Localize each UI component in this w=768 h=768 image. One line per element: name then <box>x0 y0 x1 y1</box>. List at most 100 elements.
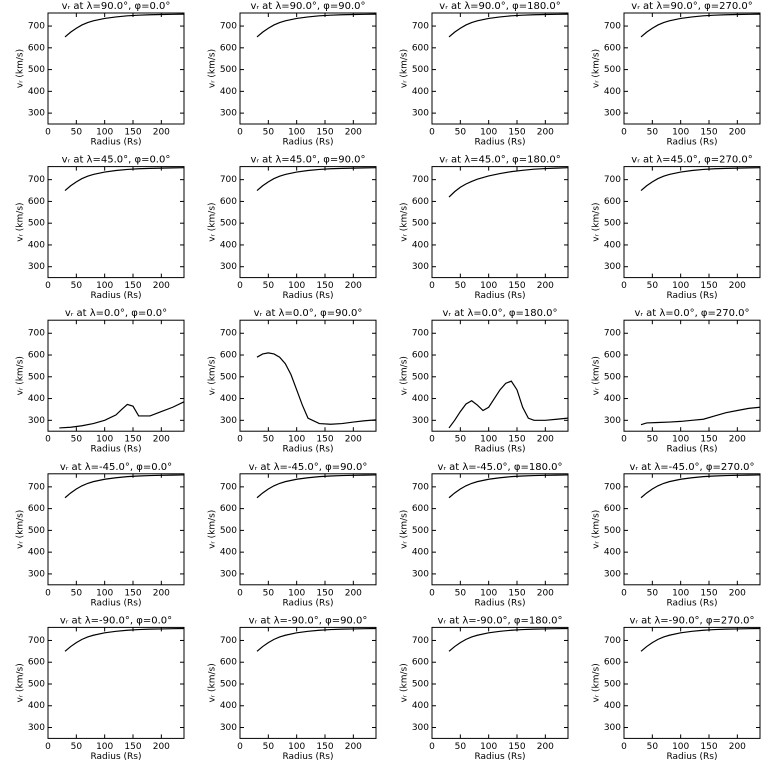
data-line <box>256 13 376 38</box>
y-tick-label: 500 <box>28 526 45 536</box>
x-tick-label: 100 <box>672 588 689 598</box>
panel: vᵣ at λ=-45.0°, φ=90.0° Radius (Rs) vᵣ (km… <box>208 462 377 608</box>
x-axis-label: Radius (Rs) <box>282 291 333 301</box>
y-tick-label: 700 <box>28 22 45 32</box>
x-tick-label: 150 <box>700 128 717 138</box>
y-tick-label: 600 <box>220 351 237 361</box>
y-tick-label: 700 <box>28 329 45 339</box>
y-tick-label: 400 <box>412 240 429 250</box>
x-tick-label: 50 <box>71 742 83 752</box>
x-tick-label: 50 <box>263 281 275 291</box>
y-tick-label: 300 <box>220 109 237 119</box>
x-tick-label: 100 <box>288 128 305 138</box>
x-tick-label: 100 <box>480 128 497 138</box>
x-tick-label: 0 <box>237 128 243 138</box>
y-tick-label: 500 <box>28 679 45 689</box>
plot-frame <box>431 473 569 586</box>
panel-title: vᵣ at λ=45.0°, φ=0.0° <box>62 155 171 166</box>
x-tick-label: 0 <box>429 588 435 598</box>
y-tick-label: 500 <box>412 65 429 75</box>
x-tick-label: 150 <box>316 128 333 138</box>
y-tick-label: 500 <box>412 526 429 536</box>
panel: vᵣ at λ=0.0°, φ=270.0° Radius (Rs) vᵣ (km/… <box>592 308 761 455</box>
y-tick-label: 700 <box>412 175 429 185</box>
y-axis-label: vᵣ (km/s) <box>592 202 602 241</box>
y-tick-label: 400 <box>412 701 429 711</box>
y-tick-label: 700 <box>28 636 45 646</box>
panel: vᵣ at λ=45.0°, φ=0.0° Radius (Rs) vᵣ (km/s… <box>16 155 185 301</box>
plot-frame <box>431 626 569 739</box>
x-tick-label: 200 <box>153 588 170 598</box>
plot-frame <box>239 473 377 586</box>
y-tick-label: 400 <box>220 394 237 404</box>
x-tick-label: 50 <box>455 435 467 445</box>
data-line <box>640 13 760 38</box>
x-tick-label: 150 <box>124 588 141 598</box>
y-tick-label: 400 <box>412 548 429 558</box>
y-tick-label: 500 <box>604 526 621 536</box>
x-tick-label: 0 <box>621 435 627 445</box>
y-tick-label: 600 <box>412 504 429 514</box>
x-tick-label: 100 <box>672 435 689 445</box>
plot-frame <box>623 626 761 739</box>
panel: vᵣ at λ=-90.0°, φ=270.0° Radius (Rs) vᵣ (k… <box>592 615 761 762</box>
plot-frame <box>239 12 377 125</box>
y-axis-label: vᵣ (km/s) <box>400 202 410 241</box>
x-tick-label: 150 <box>700 281 717 291</box>
x-tick-label: 50 <box>455 128 467 138</box>
y-tick-label: 300 <box>28 109 45 119</box>
y-tick-label: 700 <box>412 482 429 492</box>
y-tick-label: 400 <box>220 240 237 250</box>
x-axis-label: Radius (Rs) <box>90 598 141 608</box>
plot-frame <box>431 166 569 279</box>
x-tick-label: 100 <box>480 281 497 291</box>
panel-title: vᵣ at λ=-90.0°, φ=90.0° <box>249 615 368 626</box>
y-tick-label: 400 <box>220 701 237 711</box>
x-tick-label: 150 <box>508 128 525 138</box>
panel-title: vᵣ at λ=45.0°, φ=180.0° <box>439 155 560 166</box>
x-tick-label: 150 <box>316 588 333 598</box>
y-axis-label: vᵣ (km/s) <box>16 202 26 241</box>
y-tick-label: 300 <box>220 262 237 272</box>
panel-title: vᵣ at λ=-90.0°, φ=180.0° <box>437 615 562 626</box>
y-tick-label: 700 <box>604 22 621 32</box>
x-tick-label: 0 <box>45 435 51 445</box>
x-tick-label: 200 <box>537 588 554 598</box>
y-axis-label: vᵣ (km/s) <box>400 49 410 88</box>
y-axis-label: vᵣ (km/s) <box>592 510 602 549</box>
y-tick-label: 300 <box>28 416 45 426</box>
y-tick-label: 500 <box>412 219 429 229</box>
y-tick-label: 300 <box>220 723 237 733</box>
x-tick-label: 100 <box>288 281 305 291</box>
y-tick-label: 300 <box>28 723 45 733</box>
panel: vᵣ at λ=-45.0°, φ=0.0° Radius (Rs) vᵣ (km/… <box>16 462 185 608</box>
y-axis-label: vᵣ (km/s) <box>592 663 602 702</box>
y-tick-label: 400 <box>28 240 45 250</box>
y-tick-label: 300 <box>412 109 429 119</box>
x-tick-label: 50 <box>71 435 83 445</box>
panel-title: vᵣ at λ=0.0°, φ=270.0° <box>634 308 749 319</box>
x-axis-label: Radius (Rs) <box>90 752 141 762</box>
x-axis-label: Radius (Rs) <box>474 598 525 608</box>
x-tick-label: 50 <box>263 435 275 445</box>
x-tick-label: 150 <box>316 742 333 752</box>
plot-frame <box>623 473 761 586</box>
panel-title: vᵣ at λ=90.0°, φ=0.0° <box>62 1 171 12</box>
x-axis-label: Radius (Rs) <box>666 752 717 762</box>
y-tick-label: 600 <box>412 658 429 668</box>
panel: vᵣ at λ=45.0°, φ=180.0° Radius (Rs) vᵣ (km… <box>400 155 569 301</box>
x-tick-label: 100 <box>96 128 113 138</box>
x-tick-label: 0 <box>237 281 243 291</box>
x-tick-label: 200 <box>729 128 746 138</box>
x-axis-label: Radius (Rs) <box>282 445 333 455</box>
y-tick-label: 500 <box>220 679 237 689</box>
data-line <box>64 13 184 38</box>
panel-title: vᵣ at λ=-45.0°, φ=0.0° <box>60 462 172 473</box>
data-line <box>448 474 568 499</box>
x-tick-label: 0 <box>45 281 51 291</box>
x-tick-label: 50 <box>263 742 275 752</box>
x-tick-label: 0 <box>621 281 627 291</box>
x-tick-label: 100 <box>96 281 113 291</box>
y-tick-label: 700 <box>604 636 621 646</box>
plot-frame <box>239 626 377 739</box>
